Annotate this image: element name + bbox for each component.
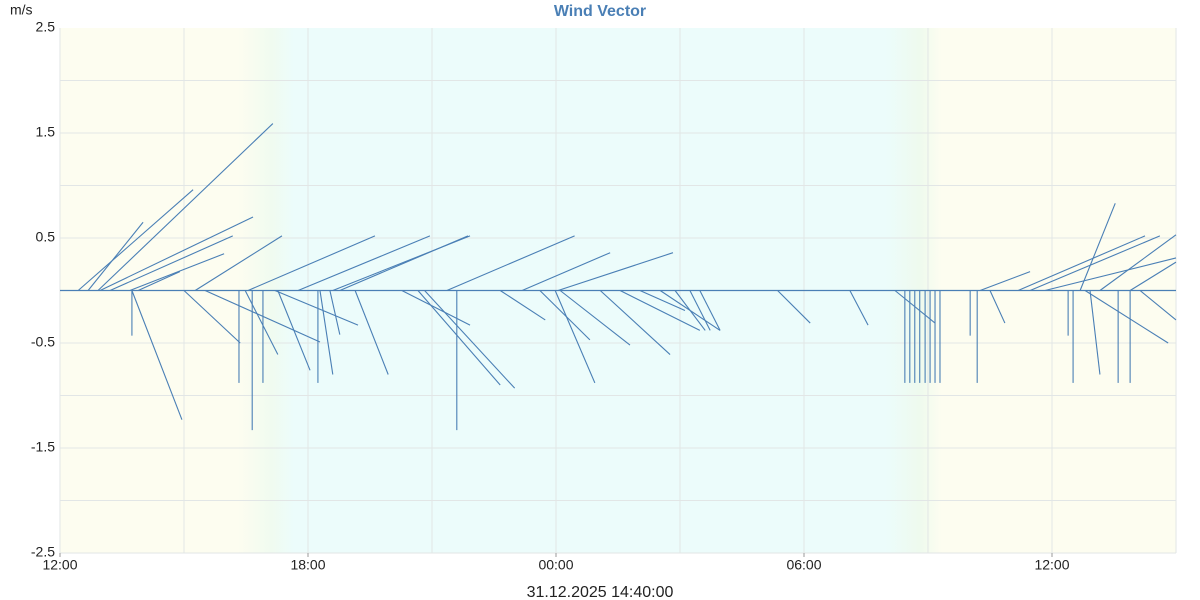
wind-vector	[297, 235, 431, 292]
wind-vector	[1044, 257, 1177, 292]
wind-vector	[424, 290, 516, 389]
chart-title: Wind Vector	[554, 3, 646, 20]
wind-vector	[539, 290, 591, 341]
wind-vector	[989, 290, 1006, 324]
x-tick-label: 12:00	[42, 557, 77, 573]
x-axis-label: 31.12.2025 14:40:00	[527, 584, 674, 600]
wind-vector	[1017, 235, 1146, 292]
wind-vector	[557, 252, 674, 292]
wind-vector	[244, 290, 279, 355]
wind-vector	[131, 290, 183, 420]
wind-vector	[619, 290, 701, 331]
wind-vector	[1084, 290, 1169, 344]
wind-vector	[194, 235, 283, 291]
wind-vector	[417, 290, 501, 386]
y-tick-label: -1.5	[31, 439, 55, 455]
y-axis-label: m/s	[10, 2, 33, 18]
wind-vector	[979, 271, 1031, 292]
y-tick-label: -0.5	[31, 334, 55, 350]
wind-vector	[77, 189, 194, 291]
wind-vector	[339, 235, 469, 292]
wind-vector	[699, 290, 721, 331]
wind-vector	[1139, 290, 1177, 321]
wind-vector	[277, 290, 311, 371]
wind-vector	[689, 290, 711, 331]
wind-vector	[1129, 261, 1177, 291]
wind-vector	[1079, 203, 1116, 291]
x-tick-label: 00:00	[538, 557, 573, 573]
wind-vector	[329, 290, 341, 335]
wind-vector	[1029, 235, 1161, 292]
wind-vector	[554, 290, 596, 384]
labels: 2.51.50.5-0.5-1.5-2.512:00 18:00 00:00 06:0…	[31, 19, 1070, 573]
y-tick-label: 1.5	[36, 124, 56, 140]
x-tick-label: 18:00	[290, 557, 325, 573]
wind-vector	[274, 289, 359, 326]
wind-vector	[99, 216, 254, 291]
wind-vector	[87, 221, 144, 291]
wind-vector	[599, 290, 671, 355]
vectors	[77, 123, 1177, 431]
wind-vector	[777, 290, 811, 324]
x-tick-label: 12:00	[1034, 557, 1069, 573]
wind-vector	[109, 235, 233, 292]
wind-vector	[446, 235, 575, 292]
wind-vector	[559, 290, 631, 346]
wind-vector	[137, 271, 181, 292]
wind-vector	[97, 123, 274, 291]
wind-vector	[401, 290, 471, 326]
wind-vector	[639, 289, 686, 311]
wind-vector	[849, 290, 869, 326]
wind-vector	[674, 290, 706, 331]
wind-vector	[499, 290, 546, 321]
wind-vector	[183, 290, 241, 344]
wind-vector	[1099, 234, 1177, 291]
wind-vector	[319, 290, 334, 375]
wind-vector	[521, 252, 611, 292]
wind-vector	[354, 290, 389, 375]
wind-vector	[129, 253, 225, 292]
y-tick-label: -2.5	[31, 544, 55, 560]
y-tick-label: 2.5	[36, 19, 56, 35]
y-tick-label: 0.5	[36, 229, 56, 245]
x-tick-label: 06:00	[786, 557, 821, 573]
wind-vector	[1089, 290, 1101, 375]
wind-vector	[247, 235, 376, 292]
